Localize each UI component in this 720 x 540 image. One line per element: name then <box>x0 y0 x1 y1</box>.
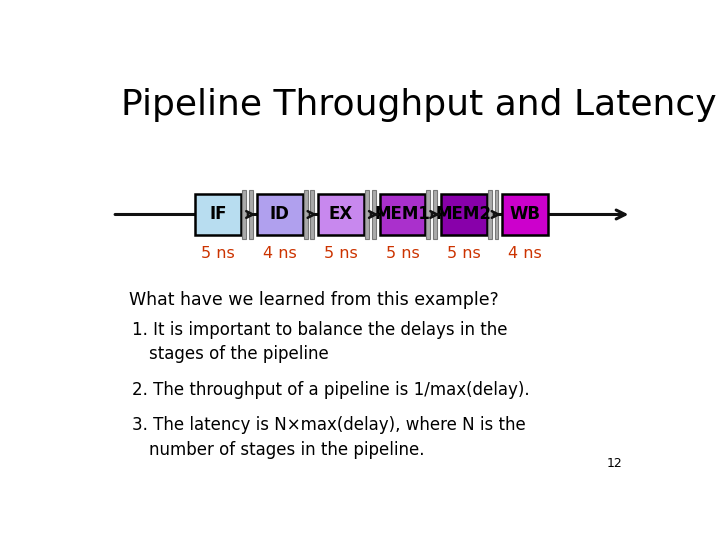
Text: MEM1: MEM1 <box>374 206 431 224</box>
Text: 5 ns: 5 ns <box>324 246 358 261</box>
Text: 5 ns: 5 ns <box>386 246 419 261</box>
Bar <box>441 194 487 235</box>
Text: 1. It is important to balance the delays in the: 1. It is important to balance the delays… <box>132 321 508 339</box>
Bar <box>379 194 426 235</box>
Text: MEM2: MEM2 <box>436 206 492 224</box>
Bar <box>426 191 431 239</box>
Text: 2. The throughput of a pipeline is 1/max(delay).: 2. The throughput of a pipeline is 1/max… <box>132 381 529 399</box>
Text: IF: IF <box>210 206 227 224</box>
Bar <box>365 191 369 239</box>
Text: stages of the pipeline: stages of the pipeline <box>148 346 328 363</box>
Bar <box>310 191 315 239</box>
Bar <box>195 194 241 235</box>
Bar <box>433 191 437 239</box>
Bar <box>488 191 492 239</box>
Bar <box>503 194 548 235</box>
Text: EX: EX <box>329 206 354 224</box>
Text: 4 ns: 4 ns <box>508 246 542 261</box>
Text: ID: ID <box>270 206 289 224</box>
Bar <box>495 191 498 239</box>
Bar <box>243 191 246 239</box>
Bar <box>372 191 376 239</box>
Text: 5 ns: 5 ns <box>202 246 235 261</box>
Text: 12: 12 <box>607 457 623 470</box>
Text: What have we learned from this example?: What have we learned from this example? <box>129 292 499 309</box>
Text: number of stages in the pipeline.: number of stages in the pipeline. <box>148 441 424 459</box>
Bar <box>318 194 364 235</box>
Text: 4 ns: 4 ns <box>263 246 297 261</box>
Text: 3. The latency is N×max(delay), where N is the: 3. The latency is N×max(delay), where N … <box>132 416 526 434</box>
Text: Pipeline Throughput and Latency: Pipeline Throughput and Latency <box>121 87 716 122</box>
Text: WB: WB <box>510 206 541 224</box>
Bar <box>257 194 302 235</box>
Text: 5 ns: 5 ns <box>447 246 481 261</box>
Bar <box>249 191 253 239</box>
Bar <box>304 191 307 239</box>
